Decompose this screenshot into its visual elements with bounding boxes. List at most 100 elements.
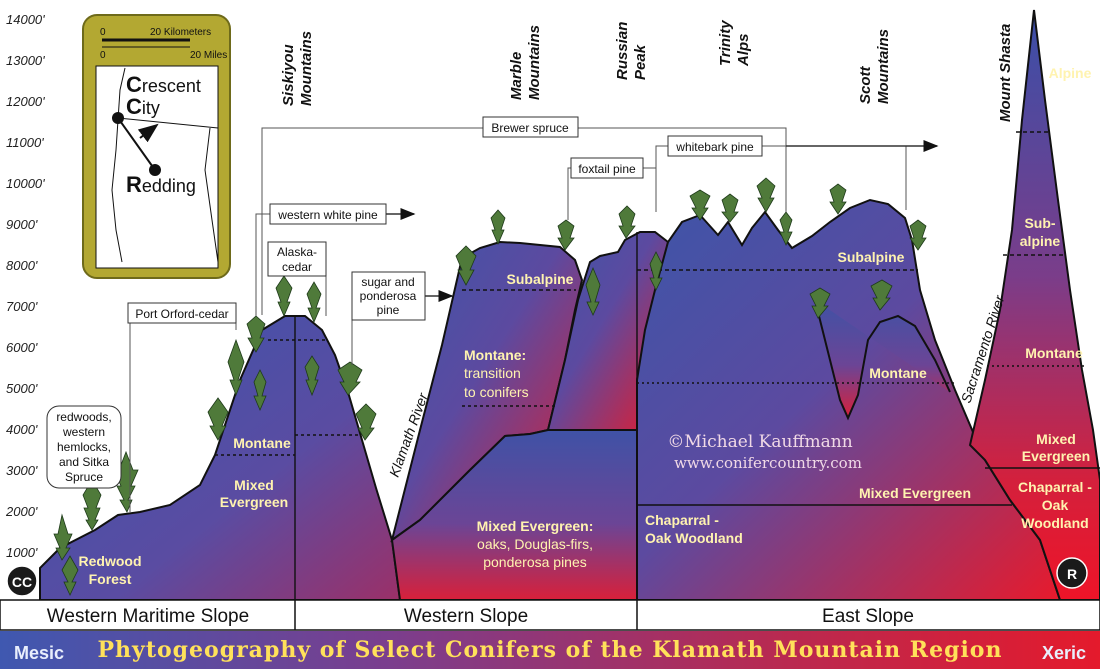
- alaska-cedar-label-2: cedar: [282, 260, 312, 274]
- altitude-label: 14000': [6, 12, 45, 27]
- zone-label: Woodland: [1021, 515, 1088, 531]
- conifer-icon: [304, 355, 320, 397]
- conifer-icon: [337, 361, 363, 396]
- conifer-icon: [721, 193, 739, 223]
- conifer-icon: [355, 403, 377, 441]
- zone-label: Subalpine: [838, 249, 905, 265]
- cc-label: CC: [12, 574, 32, 590]
- brewer-spruce-label: Brewer spruce: [491, 121, 569, 135]
- conifer-icon: [490, 209, 506, 246]
- foxtail-label: foxtail pine: [578, 162, 636, 176]
- conifer-icon: [207, 397, 229, 441]
- zone-label: Oak: [1042, 497, 1069, 513]
- zone-label: Mixed: [234, 477, 274, 493]
- zone-boundaries: [215, 131, 1100, 600]
- altitude-label: 3000': [6, 463, 38, 478]
- whitebark-label: whitebark pine: [675, 140, 754, 154]
- range-labels: SiskiyouMountains MarbleMountains Russia…: [280, 20, 1014, 122]
- altitude-label: 13000': [6, 53, 45, 68]
- crescent-city-marker: [112, 112, 124, 124]
- transect-line: [117, 117, 156, 171]
- copyright-url: www.conifercountry.com: [674, 454, 862, 472]
- zone-label: Subalpine: [507, 271, 574, 287]
- conifer-icon: [829, 183, 847, 215]
- range-label-trinity: TrinityAlps: [717, 20, 752, 67]
- title-bar: Mesic Phytogeography of Select Conifers …: [0, 631, 1100, 669]
- alaska-cedar-box: [267, 241, 327, 277]
- sugar-pine-label-3: pine: [377, 303, 400, 317]
- conifer-icon: [275, 275, 293, 318]
- zone-label: Redwood: [79, 553, 142, 569]
- conifer-icon: [585, 266, 601, 316]
- terrain: [39, 9, 1100, 601]
- redwoods-label-2: western: [62, 425, 105, 439]
- mount-shasta-terrain: [968, 9, 1100, 601]
- zone-label: ponderosa pines: [483, 554, 587, 570]
- conifer-icon: [689, 189, 711, 221]
- r-label: R: [1067, 566, 1077, 582]
- map-boundary: [111, 67, 219, 263]
- altitude-label: 9000': [6, 217, 38, 232]
- inset-map: 0 20 Kilometers 0 20 Miles Crescent City…: [82, 14, 231, 279]
- redwoods-label-5: Spruce: [65, 470, 103, 484]
- zone-label: Mixed: [1036, 431, 1076, 447]
- zone-label: to conifers: [464, 384, 529, 400]
- range-label-scott: ScottMountains: [857, 29, 892, 104]
- zone-label: Mixed Evergreen: [859, 485, 971, 501]
- altitude-label: 12000': [6, 94, 45, 109]
- zone-label: Oak Woodland: [645, 530, 743, 546]
- foxtail-box: [570, 157, 644, 179]
- redding-endpoint-icon: [1056, 557, 1088, 589]
- map-boundary: [117, 117, 219, 129]
- zone-label: alpine: [1020, 233, 1061, 249]
- xeric-label: Xeric: [1042, 643, 1086, 663]
- sugar-pine-label-1: sugar and: [361, 275, 414, 289]
- redding-marker: [149, 164, 161, 176]
- scale-mi: 20 Miles: [190, 50, 227, 61]
- zone-label: Alpine: [1049, 65, 1092, 81]
- altitude-label: 6000': [6, 340, 38, 355]
- scale-zero: 0: [100, 27, 106, 38]
- altitude-label: 7000': [6, 299, 38, 314]
- zone-label: Evergreen: [1022, 448, 1090, 464]
- conifer-icon: [809, 287, 831, 319]
- north-arrow-icon: [137, 123, 159, 143]
- sugar-pine-label-2: ponderosa: [360, 289, 417, 303]
- conifer-icon: [253, 369, 267, 412]
- zone-label: Chaparral -: [1018, 479, 1092, 495]
- conifer-icon: [618, 205, 636, 239]
- redwoods-box: [46, 405, 122, 489]
- species-arrows: [386, 140, 939, 302]
- zone-label: Evergreen: [220, 494, 288, 510]
- crescent-city-endpoint-icon: [6, 565, 38, 597]
- alaska-cedar-label-1: Alaska-: [277, 245, 317, 259]
- western-white-range-line: [255, 213, 270, 316]
- mesic-label: Mesic: [14, 643, 64, 663]
- altitude-label: 10000': [6, 176, 45, 191]
- zone-label: Montane: [1025, 345, 1083, 361]
- western-white-box: [269, 203, 387, 225]
- whitebark-box: [667, 135, 763, 157]
- range-label-russian: RussianPeak: [614, 22, 649, 80]
- western-white-label: western white pine: [277, 208, 378, 222]
- altitude-label: 5000': [6, 381, 38, 396]
- redding-label: Redding: [126, 172, 196, 197]
- conifer-icon: [455, 245, 477, 286]
- altitude-label: 8000': [6, 258, 38, 273]
- whitebark-range-line: [655, 145, 907, 212]
- zone-label: Montane: [233, 435, 291, 451]
- crescent-city-label-2: City: [126, 94, 160, 119]
- conifer-icon: [306, 281, 322, 324]
- port-orford-box: [127, 302, 237, 324]
- copyright-name: ©Michael Kauffmann: [667, 432, 852, 452]
- zone-label: Chaparral -: [645, 512, 719, 528]
- zone-label: Mixed Evergreen:: [477, 518, 594, 534]
- conifer-icon: [649, 251, 663, 291]
- zone-labels: Redwood Forest Montane Mixed Evergreen S…: [79, 65, 1093, 587]
- title-bar-bg: [0, 631, 1100, 669]
- zone-label: oaks, Douglas-firs,: [477, 536, 593, 552]
- zone-label: transition: [464, 365, 521, 381]
- scale-km: 20 Kilometers: [150, 27, 211, 38]
- redwoods-label-3: hemlocks,: [57, 440, 111, 454]
